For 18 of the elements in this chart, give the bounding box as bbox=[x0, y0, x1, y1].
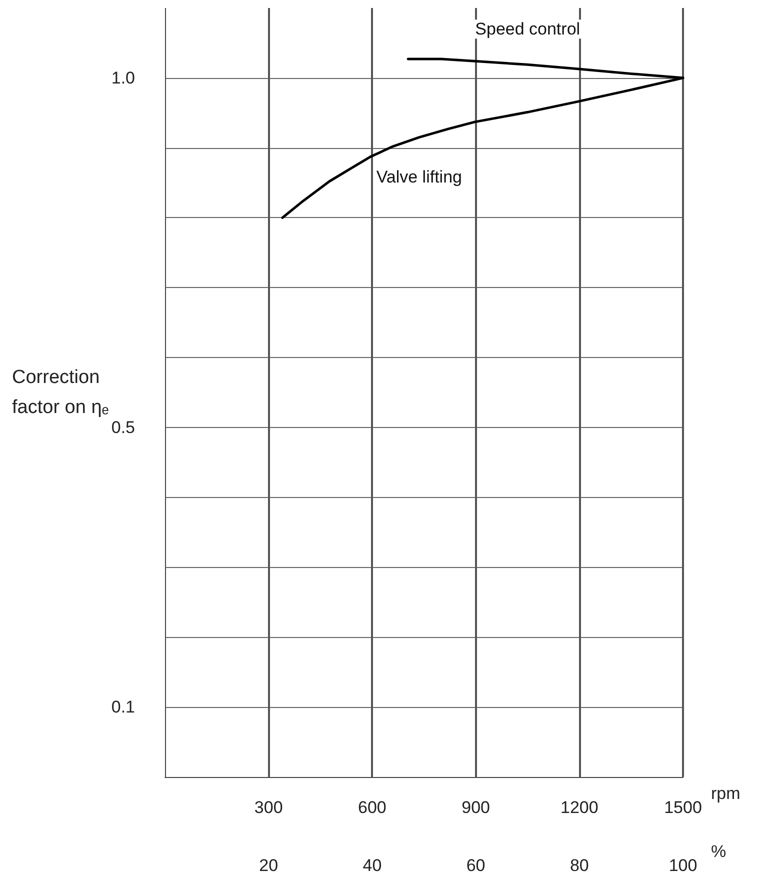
x-axis-title: rpm bbox=[711, 784, 740, 803]
y-tick-label: 0.1 bbox=[111, 698, 135, 717]
x-tick-label: 1200 bbox=[560, 798, 598, 817]
x2-tick-label: 40 bbox=[362, 856, 382, 875]
x-tick-label: 1500 bbox=[664, 798, 702, 817]
y-tick-label: 1.0 bbox=[111, 68, 135, 88]
x2-axis-title: % bbox=[711, 842, 726, 861]
y-axis-title: Correction factor on ηₑ bbox=[12, 367, 109, 418]
series-label: Valve lifting bbox=[376, 167, 462, 186]
x2-tick-label: 20 bbox=[259, 856, 278, 875]
x2-tick-label: 100 bbox=[668, 856, 698, 875]
series-label: Speed control bbox=[475, 20, 580, 39]
x2-tick-label: 80 bbox=[570, 856, 589, 875]
x-tick-label: 900 bbox=[462, 798, 490, 817]
y-tick-label: 0.5 bbox=[111, 418, 135, 437]
x2-tick-label: 60 bbox=[466, 856, 486, 875]
x-tick-label: 300 bbox=[254, 798, 283, 817]
x-tick-label: 600 bbox=[358, 798, 386, 817]
